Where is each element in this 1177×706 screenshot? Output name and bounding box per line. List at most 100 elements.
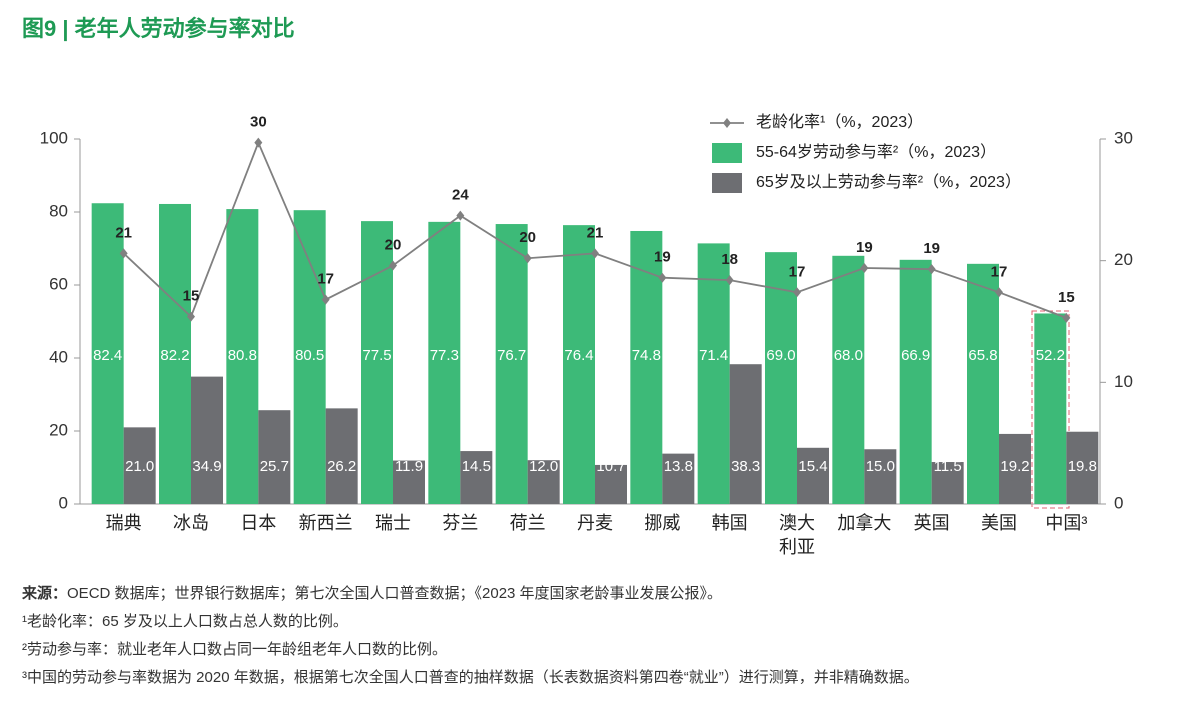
value-label: 66.9: [901, 347, 930, 364]
bar: [729, 364, 762, 504]
x-tick-label: 挪威: [644, 513, 680, 533]
value-label: 19.2: [1000, 458, 1029, 475]
value-label: 20: [519, 229, 536, 246]
x-tick-label: 丹麦: [577, 513, 613, 533]
value-label: 34.9: [192, 458, 221, 475]
value-label: 17: [317, 271, 334, 288]
value-label: 26.2: [327, 458, 356, 475]
value-label: 25.7: [260, 458, 289, 475]
marker: [793, 287, 801, 298]
legend-marker: [723, 118, 731, 128]
x-tick-label: 新西兰: [299, 513, 353, 533]
y-tick-label: 60: [49, 274, 68, 293]
bar: [662, 453, 695, 504]
chart: 图9 | 老年人劳动参与率对比 0 20 40 60 80 100 0 10 20 30 瑞典 冰岛 日…: [22, 16, 1133, 557]
x-tick-label: 瑞士: [375, 513, 411, 533]
legend-swatch: [712, 173, 742, 193]
marker: [523, 253, 532, 264]
y-tick-label: 0: [59, 493, 68, 512]
bar: [864, 449, 897, 504]
y2-tick-label: 30: [1114, 128, 1133, 147]
marker: [456, 210, 465, 221]
value-label: 80.8: [228, 347, 257, 364]
value-label: 11.5: [934, 458, 962, 475]
source-text: OECD 数据库；世界银行数据库；第七次全国人口普查数据；《2023 年度国家老…: [67, 585, 723, 602]
bar: [325, 408, 358, 504]
bar: [428, 221, 461, 505]
value-label: 77.5: [362, 347, 391, 364]
marker: [254, 137, 263, 148]
value-label: 15: [183, 288, 200, 305]
value-label: 19.8: [1068, 458, 1097, 475]
bar: [595, 464, 627, 504]
value-label: 18: [721, 251, 738, 268]
bar: [191, 376, 223, 504]
value-label: 17: [991, 263, 1008, 280]
source: 来源：OECD 数据库；世界银行数据库；第七次全国人口普查数据；《2023 年度…: [22, 580, 919, 608]
value-label: 68.0: [834, 347, 863, 364]
notes: 来源：OECD 数据库；世界银行数据库；第七次全国人口普查数据；《2023 年度…: [22, 580, 919, 692]
marker: [321, 294, 330, 305]
marker: [995, 287, 1003, 298]
x-tick-label: 日本: [240, 513, 276, 533]
value-label: 15.0: [866, 458, 895, 475]
marker: [1062, 312, 1071, 323]
bar: [460, 451, 493, 504]
x-tick-label: 美国: [981, 513, 1017, 533]
value-label: 15: [1058, 289, 1075, 306]
marker: [389, 260, 397, 271]
x-tick-label: 瑞典: [106, 513, 142, 533]
value-label: 76.7: [497, 347, 526, 364]
value-label: 65.8: [968, 347, 997, 364]
legend-swatch: [712, 143, 742, 163]
value-label: 21.0: [125, 458, 154, 475]
y2-tick-label: 0: [1114, 493, 1123, 512]
value-label: 20: [385, 237, 402, 254]
value-label: 19: [654, 249, 671, 266]
value-label: 21: [587, 224, 604, 241]
marker: [725, 275, 734, 286]
bar: [1034, 313, 1067, 504]
bar: [765, 252, 797, 504]
value-label: 71.4: [699, 347, 728, 364]
y-tick-label: 40: [49, 347, 68, 366]
value-label: 19: [923, 240, 940, 257]
value-label: 14.5: [462, 458, 491, 475]
value-label: 19: [856, 239, 873, 256]
value-label: 74.8: [632, 347, 661, 364]
source-label: 来源：: [22, 585, 68, 602]
bar: [91, 203, 124, 505]
x-tick-label: 加拿大: [837, 512, 891, 533]
y2-tick-label: 20: [1114, 250, 1133, 269]
bar: [226, 209, 259, 504]
y-tick-label: 20: [49, 420, 68, 439]
chart-title: 图9 | 老年人劳动参与率对比: [22, 16, 295, 41]
x-tick-label: 澳大利亚: [779, 513, 815, 557]
legend-label: 65岁及以上劳动参与率²（%，2023）: [756, 173, 1021, 191]
marker: [591, 248, 599, 259]
bar: [393, 460, 425, 504]
footnote: ¹老龄化率：65 岁及以上人口数占总人数的比例。: [22, 613, 348, 630]
value-label: 13.8: [664, 458, 693, 475]
bar: [899, 259, 932, 504]
footnote: ³中国的劳动参与率数据为 2020 年数据，根据第七次全国人口普查的抽样数据（长…: [22, 669, 919, 686]
bar: [967, 263, 999, 504]
value-label: 24: [452, 187, 469, 204]
value-label: 10.7: [596, 458, 625, 475]
bar: [293, 210, 326, 505]
x-tick-label: 中国³: [1045, 513, 1087, 533]
bar: [999, 433, 1031, 504]
bar: [258, 410, 291, 504]
x-tick-label: 韩国: [712, 513, 748, 533]
marker: [187, 311, 195, 322]
value-label: 80.5: [295, 347, 324, 364]
marker: [119, 248, 128, 259]
bar: [697, 243, 730, 504]
value-label: 11.9: [395, 458, 423, 475]
bar: [495, 224, 528, 505]
value-label: 30: [250, 114, 267, 131]
y2-tick-label: 10: [1114, 372, 1133, 391]
value-label: 82.4: [93, 347, 122, 364]
value-label: 77.3: [430, 347, 459, 364]
